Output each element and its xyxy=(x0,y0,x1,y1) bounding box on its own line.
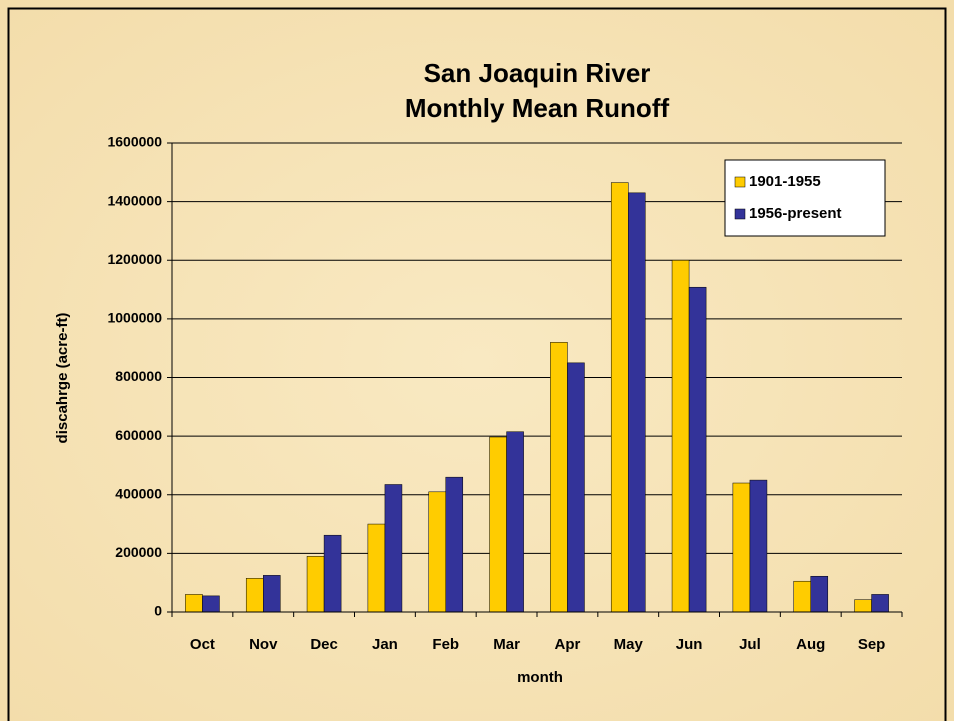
x-tick-label: Dec xyxy=(310,636,338,653)
bar xyxy=(384,484,403,613)
frame xyxy=(7,7,947,721)
bar xyxy=(428,491,447,613)
legend xyxy=(724,159,886,237)
bar xyxy=(749,479,768,613)
bar xyxy=(245,578,264,613)
x-tick-label: May xyxy=(614,636,644,653)
y-tick-label: 800000 xyxy=(115,368,162,384)
y-axis-label: discahrge (acre-ft) xyxy=(54,313,71,444)
chart-title: San Joaquin River xyxy=(424,58,651,88)
bar xyxy=(506,431,524,613)
y-tick-label: 1000000 xyxy=(107,310,162,326)
bar xyxy=(567,362,585,613)
legend-swatch xyxy=(734,208,746,220)
y-tick-label: 400000 xyxy=(115,485,162,501)
bar xyxy=(367,523,386,613)
x-tick-label: Feb xyxy=(432,636,459,653)
y-tick-label: 0 xyxy=(154,603,162,619)
y-tick-label: 1600000 xyxy=(107,134,162,150)
chart-title: Monthly Mean Runoff xyxy=(405,93,670,123)
y-tick-label: 600000 xyxy=(115,427,162,443)
bar xyxy=(445,476,464,613)
y-tick-label: 1200000 xyxy=(107,251,162,267)
x-tick-label: Jul xyxy=(739,636,761,653)
x-tick-label: Mar xyxy=(493,636,520,653)
x-tick-label: Nov xyxy=(249,636,278,653)
bar xyxy=(202,595,220,613)
bar xyxy=(550,342,568,613)
bar xyxy=(671,260,690,613)
bar xyxy=(810,575,829,613)
bar xyxy=(610,182,629,613)
bar xyxy=(263,575,281,613)
x-tick-label: Apr xyxy=(554,636,580,653)
legend-label: 1956-present xyxy=(749,205,842,222)
x-tick-label: Sep xyxy=(858,636,886,653)
bar xyxy=(628,192,646,613)
bar xyxy=(732,482,751,613)
bar xyxy=(854,599,872,613)
x-tick-label: Aug xyxy=(796,636,825,653)
y-tick-label: 200000 xyxy=(115,544,162,560)
bar xyxy=(793,580,812,613)
bar xyxy=(489,436,507,613)
x-axis-label: month xyxy=(517,669,563,686)
bar xyxy=(306,556,325,613)
x-tick-label: Oct xyxy=(190,636,215,653)
x-tick-label: Jan xyxy=(372,636,398,653)
legend-swatch xyxy=(734,176,746,188)
x-tick-label: Jun xyxy=(676,636,703,653)
y-tick-label: 1400000 xyxy=(107,192,162,208)
bar xyxy=(871,594,889,613)
bar xyxy=(688,286,707,613)
legend-label: 1901-1955 xyxy=(749,173,821,190)
bar xyxy=(323,534,342,613)
bar xyxy=(185,594,203,613)
